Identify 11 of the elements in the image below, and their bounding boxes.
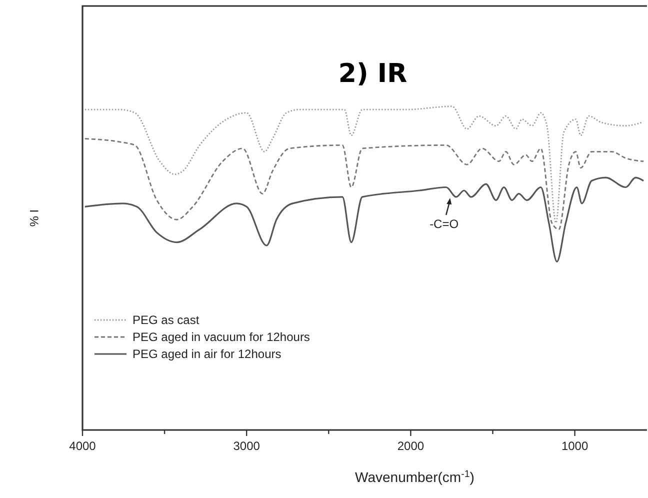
x-tick-label: 2000 [397,439,424,453]
chart-title: 2) IR [338,59,408,89]
legend-label: PEG as cast [132,313,200,327]
x-tick-label: 4000 [69,439,96,453]
x-tick-label: 1000 [561,439,588,453]
x-axis-title: Wavenumber(cm$^{-1}$) [355,468,474,485]
y-axis-title: I % [27,209,41,227]
legend-label: PEG aged in vacuum for 12hours [132,330,310,344]
annotation: -C=O [430,216,459,231]
legend-label: PEG aged in air for 12hours [132,347,282,361]
x-tick-label: 3000 [233,439,260,453]
